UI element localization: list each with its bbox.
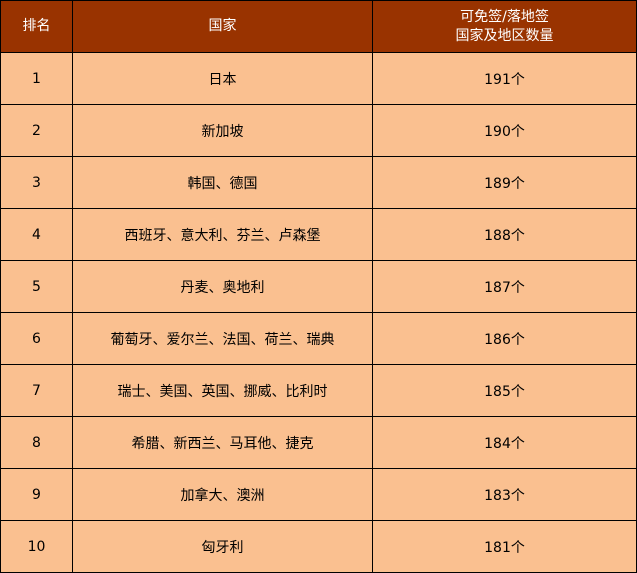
table-row: 6 葡萄牙、爱尔兰、法国、荷兰、瑞典 186个 xyxy=(0,312,637,365)
count-cell: 183个 xyxy=(372,468,637,521)
count-cell: 187个 xyxy=(372,260,637,313)
header-count-line1: 可免签/落地签 xyxy=(460,8,549,25)
count-cell: 186个 xyxy=(372,312,637,365)
rank-cell: 4 xyxy=(0,208,73,261)
table-row: 10 匈牙利 181个 xyxy=(0,520,637,573)
table-row: 7 瑞士、美国、英国、挪威、比利时 185个 xyxy=(0,364,637,417)
header-country: 国家 xyxy=(72,0,373,53)
header-row: 排名 国家 可免签/落地签 国家及地区数量 xyxy=(0,0,637,53)
country-cell: 加拿大、澳洲 xyxy=(72,468,373,521)
country-cell: 丹麦、奥地利 xyxy=(72,260,373,313)
header-count-line2: 国家及地区数量 xyxy=(455,27,554,44)
country-cell: 韩国、德国 xyxy=(72,156,373,209)
country-cell: 匈牙利 xyxy=(72,520,373,573)
rank-cell: 6 xyxy=(0,312,73,365)
table-row: 9 加拿大、澳洲 183个 xyxy=(0,468,637,521)
rank-cell: 10 xyxy=(0,520,73,573)
count-cell: 188个 xyxy=(372,208,637,261)
table-row: 1 日本 191个 xyxy=(0,52,637,105)
rank-cell: 3 xyxy=(0,156,73,209)
country-cell: 希腊、新西兰、马耳他、捷克 xyxy=(72,416,373,469)
rank-cell: 5 xyxy=(0,260,73,313)
country-cell: 新加坡 xyxy=(72,104,373,157)
count-cell: 184个 xyxy=(372,416,637,469)
count-cell: 191个 xyxy=(372,52,637,105)
count-cell: 190个 xyxy=(372,104,637,157)
header-count: 可免签/落地签 国家及地区数量 xyxy=(372,0,637,53)
rank-cell: 1 xyxy=(0,52,73,105)
rank-cell: 7 xyxy=(0,364,73,417)
table-row: 5 丹麦、奥地利 187个 xyxy=(0,260,637,313)
country-cell: 葡萄牙、爱尔兰、法国、荷兰、瑞典 xyxy=(72,312,373,365)
rank-cell: 8 xyxy=(0,416,73,469)
country-cell: 瑞士、美国、英国、挪威、比利时 xyxy=(72,364,373,417)
country-cell: 日本 xyxy=(72,52,373,105)
rank-cell: 2 xyxy=(0,104,73,157)
table-row: 4 西班牙、意大利、芬兰、卢森堡 188个 xyxy=(0,208,637,261)
count-cell: 181个 xyxy=(372,520,637,573)
count-cell: 189个 xyxy=(372,156,637,209)
table-row: 3 韩国、德国 189个 xyxy=(0,156,637,209)
table-row: 2 新加坡 190个 xyxy=(0,104,637,157)
rank-cell: 9 xyxy=(0,468,73,521)
country-cell: 西班牙、意大利、芬兰、卢森堡 xyxy=(72,208,373,261)
table-row: 8 希腊、新西兰、马耳他、捷克 184个 xyxy=(0,416,637,469)
count-cell: 185个 xyxy=(372,364,637,417)
header-rank: 排名 xyxy=(0,0,73,53)
